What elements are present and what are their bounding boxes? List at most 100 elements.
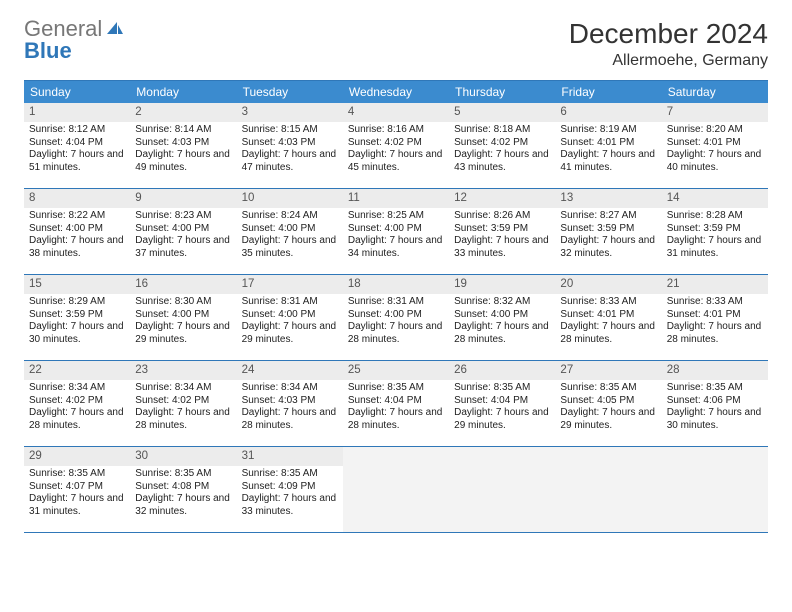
daylight-line: Daylight: 7 hours and 33 minutes. [242, 493, 338, 519]
day-cell: 26 Sunrise: 8:35 AMSunset: 4:04 PMDayligh… [449, 361, 555, 447]
day-body: Sunrise: 8:35 AMSunset: 4:08 PMDaylight:… [135, 468, 231, 519]
day-cell: 18Sunrise: 8:31 AMSunset: 4:00 PMDayligh… [343, 275, 449, 361]
sunrise-line: Sunrise: 8:15 AM [242, 124, 338, 137]
day-number: 28 [662, 361, 768, 380]
daylight-line: Daylight: 7 hours and 45 minutes. [348, 149, 444, 175]
day-number: 7 [662, 103, 768, 122]
day-body: Sunrise: 8:29 AMSunset: 3:59 PMDaylight:… [29, 296, 125, 347]
day-body: Sunrise: 8:34 AMSunset: 4:02 PMDaylight:… [135, 382, 231, 433]
sunset-line: Sunset: 4:04 PM [348, 395, 444, 408]
day-cell: 14 Sunrise: 8:28 AMSunset: 3:59 PMDayligh… [662, 189, 768, 275]
day-body: Sunrise: 8:22 AMSunset: 4:00 PMDaylight:… [29, 210, 125, 261]
day-cell: 11Sunrise: 8:25 AMSunset: 4:00 PMDayligh… [343, 189, 449, 275]
day-body: Sunrise: 8:26 AMSunset: 3:59 PMDaylight:… [454, 210, 550, 261]
sunset-line: Sunset: 4:03 PM [242, 395, 338, 408]
sunset-line: Sunset: 4:07 PM [29, 481, 125, 494]
day-cell: 9Sunrise: 8:23 AMSunset: 4:00 PMDaylight… [130, 189, 236, 275]
day-body: Sunrise: 8:35 AMSunset: 4:06 PMDaylight:… [667, 382, 763, 433]
sunrise-line: Sunrise: 8:22 AM [29, 210, 125, 223]
sunrise-line: Sunrise: 8:35 AM [242, 468, 338, 481]
empty-cell [449, 447, 555, 533]
empty-cell [555, 447, 661, 533]
sunset-line: Sunset: 4:08 PM [135, 481, 231, 494]
day-number: 18 [343, 275, 449, 294]
sunrise-line: Sunrise: 8:20 AM [667, 124, 763, 137]
month-title: December 2024 [569, 18, 768, 50]
day-number: 2 [130, 103, 236, 122]
daylight-line: Daylight: 7 hours and 28 minutes. [135, 407, 231, 433]
dow-header: Wednesday [343, 81, 449, 103]
day-body: Sunrise: 8:28 AMSunset: 3:59 PMDaylight:… [667, 210, 763, 261]
sunset-line: Sunset: 4:04 PM [29, 137, 125, 150]
sunrise-line: Sunrise: 8:35 AM [29, 468, 125, 481]
sunset-line: Sunset: 4:02 PM [348, 137, 444, 150]
sunrise-line: Sunrise: 8:24 AM [242, 210, 338, 223]
day-body: Sunrise: 8:31 AMSunset: 4:00 PMDaylight:… [242, 296, 338, 347]
sunrise-line: Sunrise: 8:31 AM [242, 296, 338, 309]
day-cell: 16Sunrise: 8:30 AMSunset: 4:00 PMDayligh… [130, 275, 236, 361]
day-number: 17 [237, 275, 343, 294]
daylight-line: Daylight: 7 hours and 41 minutes. [560, 149, 656, 175]
dow-header: Friday [555, 81, 661, 103]
day-number: 14 [662, 189, 768, 208]
sail-icon [105, 18, 125, 40]
day-number: 26 [449, 361, 555, 380]
day-cell: 10Sunrise: 8:24 AMSunset: 4:00 PMDayligh… [237, 189, 343, 275]
day-number: 23 [130, 361, 236, 380]
day-cell: 7 Sunrise: 8:20 AMSunset: 4:01 PMDaylight… [662, 103, 768, 189]
day-body: Sunrise: 8:23 AMSunset: 4:00 PMDaylight:… [135, 210, 231, 261]
sunset-line: Sunset: 3:59 PM [667, 223, 763, 236]
daylight-line: Daylight: 7 hours and 47 minutes. [242, 149, 338, 175]
daylight-line: Daylight: 7 hours and 33 minutes. [454, 235, 550, 261]
sunset-line: Sunset: 4:02 PM [29, 395, 125, 408]
day-body: Sunrise: 8:35 AMSunset: 4:04 PMDaylight:… [454, 382, 550, 433]
sunrise-line: Sunrise: 8:33 AM [560, 296, 656, 309]
day-body: Sunrise: 8:35 AMSunset: 4:04 PMDaylight:… [348, 382, 444, 433]
daylight-line: Daylight: 7 hours and 31 minutes. [667, 235, 763, 261]
sunrise-line: Sunrise: 8:25 AM [348, 210, 444, 223]
sunset-line: Sunset: 4:03 PM [242, 137, 338, 150]
empty-cell [662, 447, 768, 533]
day-body: Sunrise: 8:14 AMSunset: 4:03 PMDaylight:… [135, 124, 231, 175]
daylight-line: Daylight: 7 hours and 28 minutes. [667, 321, 763, 347]
day-cell: 29Sunrise: 8:35 AMSunset: 4:07 PMDayligh… [24, 447, 130, 533]
sunset-line: Sunset: 4:01 PM [667, 137, 763, 150]
dow-header: Saturday [662, 81, 768, 103]
location-label: Allermoehe, Germany [569, 52, 768, 70]
day-cell: 4Sunrise: 8:16 AMSunset: 4:02 PMDaylight… [343, 103, 449, 189]
sunset-line: Sunset: 4:03 PM [135, 137, 231, 150]
day-body: Sunrise: 8:34 AMSunset: 4:03 PMDaylight:… [242, 382, 338, 433]
sunset-line: Sunset: 4:01 PM [560, 137, 656, 150]
calendar-grid: SundayMondayTuesdayWednesdayThursdayFrid… [24, 80, 768, 533]
sunset-line: Sunset: 4:09 PM [242, 481, 338, 494]
day-number: 29 [24, 447, 130, 466]
day-cell: 22Sunrise: 8:34 AMSunset: 4:02 PMDayligh… [24, 361, 130, 447]
day-body: Sunrise: 8:18 AMSunset: 4:02 PMDaylight:… [454, 124, 550, 175]
day-body: Sunrise: 8:27 AMSunset: 3:59 PMDaylight:… [560, 210, 656, 261]
day-cell: 3Sunrise: 8:15 AMSunset: 4:03 PMDaylight… [237, 103, 343, 189]
daylight-line: Daylight: 7 hours and 40 minutes. [667, 149, 763, 175]
sunrise-line: Sunrise: 8:32 AM [454, 296, 550, 309]
day-number: 15 [24, 275, 130, 294]
sunset-line: Sunset: 4:00 PM [454, 309, 550, 322]
day-number: 12 [449, 189, 555, 208]
day-number: 16 [130, 275, 236, 294]
day-number: 5 [449, 103, 555, 122]
day-cell: 30Sunrise: 8:35 AMSunset: 4:08 PMDayligh… [130, 447, 236, 533]
day-cell: 27Sunrise: 8:35 AMSunset: 4:05 PMDayligh… [555, 361, 661, 447]
sunset-line: Sunset: 4:02 PM [135, 395, 231, 408]
sunrise-line: Sunrise: 8:28 AM [667, 210, 763, 223]
sunrise-line: Sunrise: 8:18 AM [454, 124, 550, 137]
day-body: Sunrise: 8:15 AMSunset: 4:03 PMDaylight:… [242, 124, 338, 175]
day-number: 22 [24, 361, 130, 380]
day-cell: 13Sunrise: 8:27 AMSunset: 3:59 PMDayligh… [555, 189, 661, 275]
day-number: 31 [237, 447, 343, 466]
sunset-line: Sunset: 4:01 PM [667, 309, 763, 322]
day-number: 10 [237, 189, 343, 208]
day-cell: 21Sunrise: 8:33 AMSunset: 4:01 PMDayligh… [662, 275, 768, 361]
day-cell: 5 Sunrise: 8:18 AMSunset: 4:02 PMDaylight… [449, 103, 555, 189]
logo: General Blue [24, 18, 125, 62]
day-number: 6 [555, 103, 661, 122]
day-body: Sunrise: 8:35 AMSunset: 4:09 PMDaylight:… [242, 468, 338, 519]
daylight-line: Daylight: 7 hours and 32 minutes. [560, 235, 656, 261]
